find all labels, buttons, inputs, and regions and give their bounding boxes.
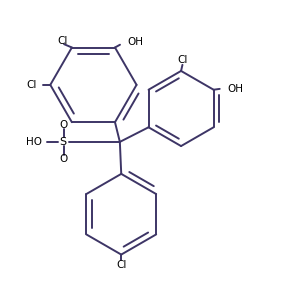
Text: HO: HO xyxy=(26,137,42,147)
Text: OH: OH xyxy=(227,84,243,94)
Text: Cl: Cl xyxy=(177,55,188,65)
Text: OH: OH xyxy=(127,37,144,47)
Text: Cl: Cl xyxy=(57,36,68,46)
Text: Cl: Cl xyxy=(26,80,36,90)
Text: O: O xyxy=(59,154,68,164)
Text: Cl: Cl xyxy=(116,260,127,270)
Text: S: S xyxy=(59,137,66,147)
Text: O: O xyxy=(59,120,68,130)
